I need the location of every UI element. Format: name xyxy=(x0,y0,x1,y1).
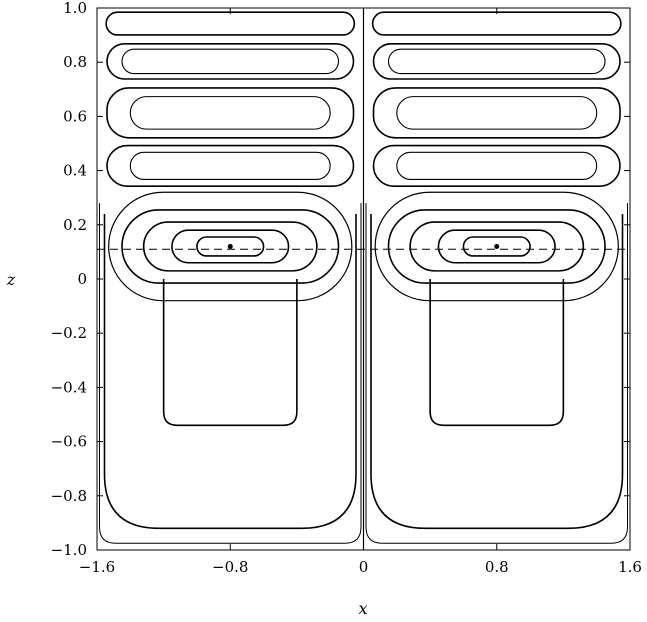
vortex-contour xyxy=(121,209,340,284)
y-tick-label: 0.2 xyxy=(63,216,87,234)
cell-contour xyxy=(372,87,621,139)
cell-contour xyxy=(105,11,356,36)
vortex-contour xyxy=(409,221,585,272)
axis-ticks: −1.6 −0.8 0 0.8 1.6 −1.0 −0.8 −0.6 −0.4 −0.2 0 0.2 0… xyxy=(51,0,642,576)
cell-contour xyxy=(396,151,598,180)
lower-contour xyxy=(103,213,357,530)
plot-area xyxy=(96,7,631,551)
vortex-contour xyxy=(387,209,606,284)
cell-contour xyxy=(387,48,606,75)
cell-contour xyxy=(396,96,598,130)
vortex-contour xyxy=(437,229,556,264)
lower-contour xyxy=(162,279,298,427)
y-tick-label: 0.8 xyxy=(63,53,87,71)
cell-contour xyxy=(371,11,622,36)
y-tick-label: −1.0 xyxy=(51,541,87,559)
lower-contour xyxy=(429,279,565,427)
x-tick-label: −1.6 xyxy=(79,558,115,576)
lower-contour xyxy=(370,213,624,530)
vortex-contour xyxy=(171,229,290,264)
vortex-contour xyxy=(196,236,265,257)
cell-contour xyxy=(121,48,340,75)
y-tick-label: −0.8 xyxy=(51,487,87,505)
vortex-contour xyxy=(108,191,353,302)
x-tick-label: 0.8 xyxy=(485,558,509,576)
vortex-contour xyxy=(462,236,531,257)
y-tick-label: −0.2 xyxy=(51,324,87,342)
cell-contour xyxy=(129,96,331,130)
y-tick-label: 1.0 xyxy=(63,0,87,17)
lower-contour xyxy=(98,203,362,544)
cell-contour xyxy=(106,87,355,139)
vortex-center-point xyxy=(227,243,233,249)
y-axis-label: z xyxy=(6,270,16,289)
vortex-contour xyxy=(374,191,619,302)
y-tick-label: 0.6 xyxy=(63,107,87,125)
y-tick-label: −0.6 xyxy=(51,433,87,451)
x-axis-label: x xyxy=(358,599,367,618)
cell-contour xyxy=(129,151,331,180)
vortex-center-point xyxy=(494,243,500,249)
vortex-contour xyxy=(142,221,318,272)
x-tick-label: −0.8 xyxy=(212,558,248,576)
cell-contour xyxy=(372,42,621,80)
lower-contour xyxy=(365,203,629,544)
x-tick-label: 1.6 xyxy=(618,558,642,576)
y-tick-label: 0 xyxy=(77,270,87,288)
x-tick-label: 0 xyxy=(359,558,369,576)
y-tick-label: −0.4 xyxy=(51,378,87,396)
cell-contour xyxy=(106,144,355,187)
cell-contour xyxy=(372,144,621,187)
cell-contour xyxy=(106,42,355,80)
y-tick-label: 0.4 xyxy=(63,162,87,180)
